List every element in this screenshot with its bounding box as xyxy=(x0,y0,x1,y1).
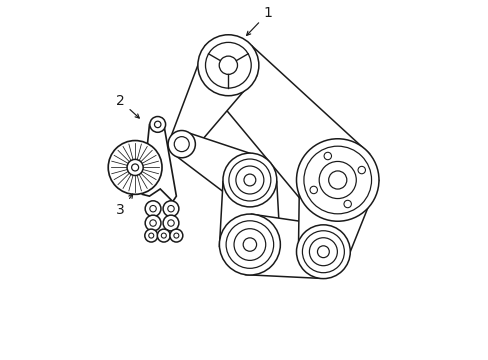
Circle shape xyxy=(108,140,162,194)
Circle shape xyxy=(174,233,179,238)
Text: 2: 2 xyxy=(116,94,139,118)
Circle shape xyxy=(304,146,371,214)
Circle shape xyxy=(225,221,273,268)
Circle shape xyxy=(157,229,170,242)
Circle shape xyxy=(244,174,255,186)
Polygon shape xyxy=(177,133,266,206)
Circle shape xyxy=(296,225,349,279)
Circle shape xyxy=(324,152,331,160)
Text: 1: 1 xyxy=(246,6,272,35)
Circle shape xyxy=(309,238,337,266)
Circle shape xyxy=(223,153,276,207)
Circle shape xyxy=(149,220,156,226)
Circle shape xyxy=(219,56,237,75)
Circle shape xyxy=(161,233,166,238)
Circle shape xyxy=(309,186,317,194)
Circle shape xyxy=(148,233,153,238)
Circle shape xyxy=(234,229,265,260)
Circle shape xyxy=(127,159,143,176)
Circle shape xyxy=(145,201,161,217)
Circle shape xyxy=(167,206,174,212)
Circle shape xyxy=(149,117,165,132)
Circle shape xyxy=(163,215,179,231)
Circle shape xyxy=(228,159,270,201)
Circle shape xyxy=(145,215,161,231)
Circle shape xyxy=(219,214,280,275)
Circle shape xyxy=(296,139,378,221)
Polygon shape xyxy=(245,214,324,278)
Polygon shape xyxy=(142,123,176,202)
Circle shape xyxy=(198,35,258,96)
Circle shape xyxy=(149,206,156,212)
Circle shape xyxy=(243,238,256,251)
Polygon shape xyxy=(207,46,369,210)
Polygon shape xyxy=(171,45,257,149)
Polygon shape xyxy=(298,164,378,252)
Circle shape xyxy=(328,171,346,189)
Circle shape xyxy=(235,166,264,194)
Circle shape xyxy=(174,137,189,152)
Polygon shape xyxy=(219,181,280,246)
Circle shape xyxy=(343,200,351,208)
Circle shape xyxy=(167,220,174,226)
Circle shape xyxy=(163,201,179,217)
Circle shape xyxy=(205,42,251,88)
Circle shape xyxy=(302,231,344,273)
Circle shape xyxy=(144,229,158,242)
Circle shape xyxy=(131,164,138,171)
Circle shape xyxy=(168,131,195,158)
Circle shape xyxy=(169,229,183,242)
Circle shape xyxy=(357,166,365,174)
Circle shape xyxy=(154,121,161,128)
Circle shape xyxy=(319,161,356,199)
Circle shape xyxy=(317,246,328,258)
Text: 3: 3 xyxy=(116,194,132,217)
